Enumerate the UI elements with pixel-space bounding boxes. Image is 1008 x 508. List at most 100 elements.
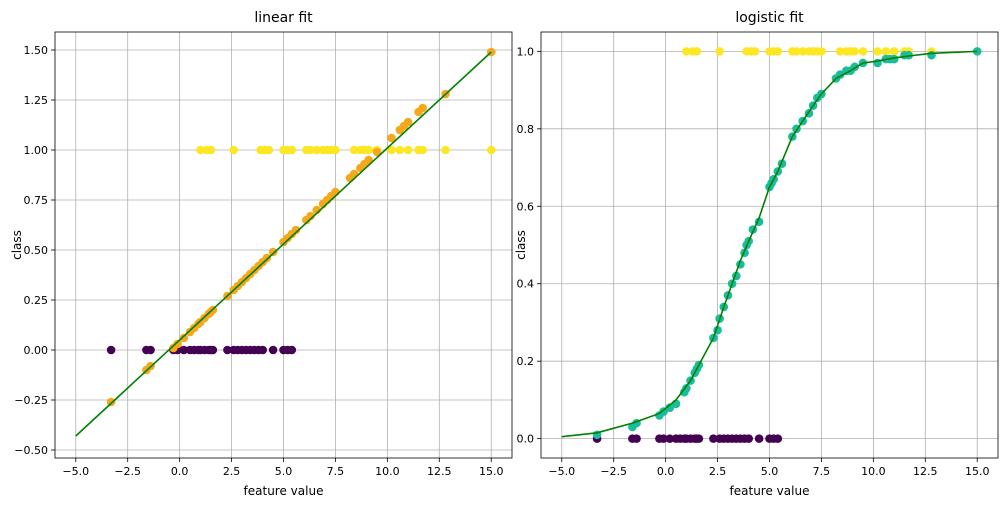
x-tick-label: 15.0 bbox=[479, 465, 504, 478]
y-tick-label: −0.50 bbox=[14, 444, 48, 457]
scatter-point bbox=[682, 47, 691, 56]
scatter-point bbox=[291, 225, 301, 235]
scatter-point bbox=[659, 407, 668, 416]
scatter-point bbox=[792, 47, 801, 56]
x-tick-label: −5.0 bbox=[548, 465, 575, 478]
scatter-point bbox=[754, 434, 764, 443]
x-axis-label: feature value bbox=[730, 484, 810, 498]
x-tick-label: −2.5 bbox=[114, 465, 141, 478]
scatter-point bbox=[441, 145, 450, 155]
scatter-point bbox=[715, 47, 724, 56]
scatter-point bbox=[418, 145, 427, 155]
scatter-point bbox=[229, 145, 238, 155]
x-tick-label: 2.5 bbox=[223, 465, 241, 478]
y-axis-label: class bbox=[10, 230, 24, 260]
scatter-point bbox=[258, 345, 268, 355]
scatter-point bbox=[773, 434, 783, 443]
scatter-point bbox=[798, 47, 808, 56]
scatter-point bbox=[268, 247, 278, 257]
fit-line bbox=[75, 51, 492, 437]
x-tick-label: 12.5 bbox=[427, 465, 452, 478]
series-3 bbox=[561, 50, 978, 438]
scatter-point bbox=[418, 103, 427, 113]
x-tick-label: 7.5 bbox=[813, 465, 831, 478]
series-1 bbox=[196, 145, 496, 155]
y-tick-label: 1.00 bbox=[24, 144, 49, 157]
scatter-point bbox=[312, 145, 322, 155]
scatter-point bbox=[206, 145, 216, 155]
scatter-point bbox=[682, 383, 691, 393]
scatter-point bbox=[208, 345, 218, 355]
scatter-point bbox=[659, 434, 668, 443]
scatter-point bbox=[364, 145, 373, 155]
scatter-point bbox=[927, 50, 936, 60]
y-tick-label: 1.25 bbox=[24, 94, 49, 107]
scatter-point bbox=[387, 133, 396, 143]
linear-fit-panel: −5.0 −2.5 0.0 2.5 5.0 7.5 10.0 12.5 15.0 −0.50 −0.… bbox=[10, 10, 513, 498]
scatter-point bbox=[665, 403, 675, 412]
scatter-point bbox=[179, 345, 189, 355]
x-tick-label: 0.0 bbox=[657, 465, 675, 478]
grid bbox=[55, 32, 512, 458]
x-tick-label: 5.0 bbox=[761, 465, 779, 478]
y-tick-label: 0.8 bbox=[517, 123, 535, 136]
scatter-point bbox=[403, 117, 413, 127]
scatter-point bbox=[858, 47, 868, 56]
y-tick-label: 0.75 bbox=[24, 194, 49, 207]
scatter-point bbox=[179, 333, 189, 343]
logistic-fit-panel: −5.0 −2.5 0.0 2.5 5.0 7.5 10.0 12.5 15.0 0.0 0.2 0.… bbox=[514, 10, 999, 498]
x-tick-label: 10.0 bbox=[861, 465, 886, 478]
series-1 bbox=[682, 47, 936, 56]
scatter-point bbox=[268, 345, 278, 355]
scatter-point bbox=[835, 47, 845, 56]
scatter-point bbox=[709, 434, 718, 443]
chart-title: linear fit bbox=[254, 10, 313, 26]
grid bbox=[541, 32, 998, 458]
scatter-point bbox=[403, 145, 413, 155]
scatter-point bbox=[331, 145, 340, 155]
x-tick-label: −2.5 bbox=[600, 465, 627, 478]
scatter-point bbox=[850, 47, 859, 56]
scatter-point bbox=[106, 397, 116, 407]
y-tick-label: 1.0 bbox=[517, 45, 535, 58]
scatter-point bbox=[146, 345, 155, 355]
scatter-point bbox=[306, 211, 315, 221]
series-3 bbox=[75, 51, 492, 437]
scatter-point bbox=[750, 47, 760, 56]
y-tick-label: 1.50 bbox=[24, 44, 49, 57]
x-tick-label: 7.5 bbox=[327, 465, 345, 478]
y-tick-label: 0.2 bbox=[517, 355, 535, 368]
y-tick-label: 0.4 bbox=[517, 278, 535, 291]
scatter-point bbox=[817, 47, 826, 56]
y-tick-label: 0.25 bbox=[24, 294, 49, 307]
scatter-point bbox=[306, 145, 315, 155]
chart-title: logistic fit bbox=[735, 10, 804, 26]
series-0 bbox=[106, 345, 297, 355]
series-0 bbox=[592, 434, 783, 443]
x-tick-label: −5.0 bbox=[62, 465, 89, 478]
x-tick-label: 5.0 bbox=[275, 465, 293, 478]
scatter-point bbox=[694, 434, 704, 443]
scatter-point bbox=[223, 345, 232, 355]
y-tick-label: 0.6 bbox=[517, 200, 535, 213]
scatter-point bbox=[287, 145, 297, 155]
scatter-point bbox=[106, 345, 116, 355]
y-axis-label: class bbox=[514, 230, 528, 260]
y-tick-label: 0.50 bbox=[24, 244, 49, 257]
x-tick-label: 0.0 bbox=[171, 465, 189, 478]
scatter-point bbox=[349, 145, 359, 155]
scatter-point bbox=[264, 145, 274, 155]
scatter-point bbox=[889, 47, 899, 56]
scatter-point bbox=[873, 47, 882, 56]
scatter-point bbox=[773, 47, 783, 56]
scatter-point bbox=[486, 145, 496, 155]
scatter-point bbox=[262, 253, 272, 263]
scatter-point bbox=[744, 434, 754, 443]
scatter-point bbox=[196, 145, 205, 155]
scatter-point bbox=[632, 434, 641, 443]
scatter-point bbox=[395, 145, 405, 155]
x-tick-label: 12.5 bbox=[913, 465, 938, 478]
scatter-point bbox=[665, 434, 675, 443]
y-tick-label: −0.25 bbox=[14, 394, 48, 407]
x-tick-label: 15.0 bbox=[965, 465, 990, 478]
